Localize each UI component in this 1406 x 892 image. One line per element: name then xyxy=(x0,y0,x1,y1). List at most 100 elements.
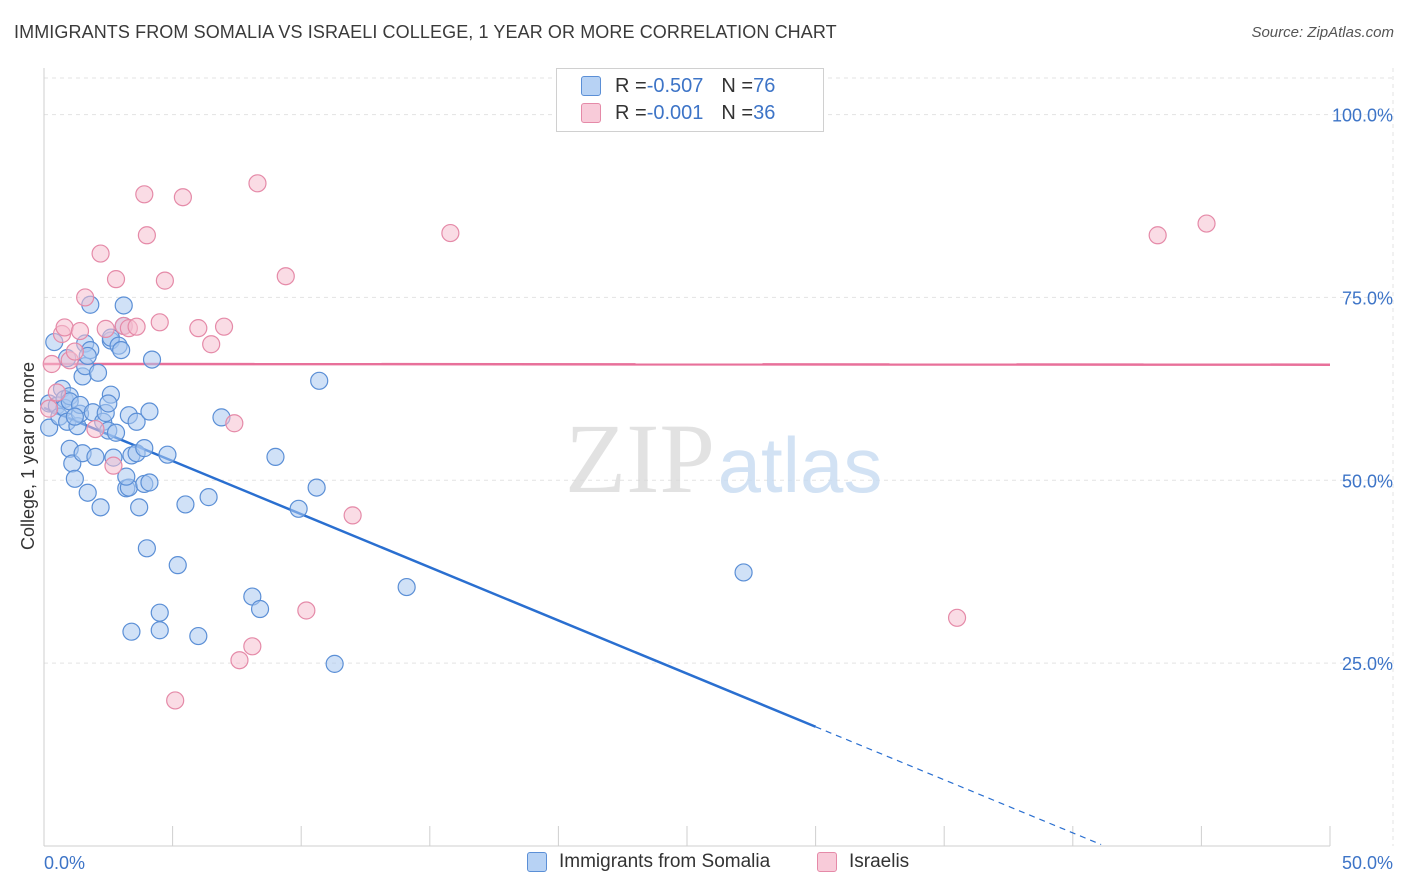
data-points xyxy=(40,174,1216,710)
israelis-point xyxy=(225,414,244,433)
israelis-point xyxy=(297,601,316,620)
israelis-point xyxy=(65,342,84,361)
israelis-point xyxy=(202,335,221,354)
israelis-trend-line xyxy=(43,362,1331,366)
israelis-point xyxy=(40,399,59,418)
israelis-point xyxy=(1148,226,1167,245)
israelis-point xyxy=(166,691,185,710)
somalia-point xyxy=(150,603,169,622)
legend-item-israelis[interactable]: Israelis xyxy=(817,851,909,873)
somalia-point xyxy=(176,495,195,514)
somalia-point xyxy=(114,296,133,315)
israelis-point xyxy=(155,271,174,290)
y-tick-label: 100.0% xyxy=(1332,106,1393,126)
legend-r-label: R = xyxy=(615,74,647,97)
israelis-point xyxy=(214,317,234,336)
somalia-point xyxy=(88,363,108,382)
somalia-swatch xyxy=(581,76,601,96)
israelis-point xyxy=(47,383,66,402)
israelis-point xyxy=(230,651,249,670)
stats-legend: R = -0.507 N = 76 R = -0.001 N = 36 xyxy=(556,68,824,132)
israelis-point xyxy=(441,223,460,243)
israelis-point xyxy=(86,419,105,439)
somalia-point xyxy=(86,447,105,466)
israelis-point xyxy=(189,319,208,338)
legend-r-label: R = xyxy=(615,101,647,124)
chart-title: IMMIGRANTS FROM SOMALIA VS ISRAELI COLLE… xyxy=(14,22,837,42)
somalia-point xyxy=(65,407,84,426)
legend-n-value: 36 xyxy=(753,101,776,124)
somalia-point xyxy=(266,447,285,466)
somalia-point xyxy=(135,439,154,458)
somalia-point xyxy=(142,350,162,369)
somalia-point xyxy=(310,371,329,390)
israelis-point xyxy=(127,317,146,336)
israelis-legend-swatch xyxy=(817,852,837,872)
tick-labels: 25.0% 50.0% 75.0% 100.0% 0.0% 50.0% xyxy=(44,106,1393,873)
somalia-point xyxy=(122,622,141,641)
watermark: ZIP atlas xyxy=(565,403,882,514)
somalia-point xyxy=(397,577,416,597)
y-tick-label: 50.0% xyxy=(1342,471,1393,491)
y-axis-label: College, 1 year or more xyxy=(18,362,38,550)
somalia-point xyxy=(117,467,136,486)
israelis-point xyxy=(173,188,192,207)
legend-n-label: N = xyxy=(721,101,754,124)
israelis-point xyxy=(1197,214,1216,233)
source-credit: Source: ZipAtlas.com xyxy=(1251,24,1394,41)
legend-row-somalia: R = -0.507 N = 76 xyxy=(581,74,775,98)
somalia-point xyxy=(289,499,308,518)
somalia-legend-swatch xyxy=(527,852,547,872)
somalia-point xyxy=(307,478,326,497)
somalia-point xyxy=(127,412,146,431)
somalia-point xyxy=(106,423,126,442)
somalia-point xyxy=(112,340,131,360)
israelis-point xyxy=(42,354,61,374)
somalia-point xyxy=(130,498,149,517)
somalia-point xyxy=(140,402,159,421)
israelis-point xyxy=(947,608,967,627)
legend-label-somalia: Immigrants from Somalia xyxy=(559,851,771,872)
legend-r-value: -0.507 xyxy=(646,74,704,97)
watermark-zip: ZIP xyxy=(565,403,715,514)
somalia-point xyxy=(158,445,177,464)
somalia-point xyxy=(91,498,110,517)
legend-n-value: 76 xyxy=(753,74,776,97)
israelis-point xyxy=(104,456,123,475)
israelis-point xyxy=(55,318,74,337)
axes xyxy=(43,68,1331,847)
somalia-point xyxy=(140,473,159,492)
israelis-swatch xyxy=(581,103,601,123)
x-tick-label: 0.0% xyxy=(44,853,85,873)
somalia-point xyxy=(199,488,218,507)
israelis-point xyxy=(137,226,156,245)
somalia-point xyxy=(99,394,118,413)
somalia-point xyxy=(168,556,187,575)
somalia-point xyxy=(78,483,97,502)
series-legend: Immigrants from Somalia Israelis xyxy=(0,851,1406,877)
somalia-point xyxy=(325,654,344,673)
israelis-point xyxy=(76,288,95,307)
somalia-trend-extension xyxy=(815,726,1102,846)
legend-label-israelis: Israelis xyxy=(849,851,910,872)
legend-r-value: -0.001 xyxy=(646,101,704,124)
israelis-point xyxy=(70,321,90,341)
legend-item-somalia[interactable]: Immigrants from Somalia xyxy=(527,851,770,873)
x-tick-label: 50.0% xyxy=(1342,853,1393,873)
israelis-point xyxy=(343,506,362,525)
y-tick-label: 25.0% xyxy=(1342,654,1393,674)
somalia-point xyxy=(734,563,753,582)
legend-row-israelis: R = -0.001 N = 36 xyxy=(581,101,775,125)
israelis-point xyxy=(150,313,169,332)
israelis-point xyxy=(135,185,154,204)
israelis-point xyxy=(91,244,110,263)
somalia-point xyxy=(65,469,84,488)
israelis-point xyxy=(248,174,267,193)
somalia-point xyxy=(150,621,169,640)
somalia-point xyxy=(137,539,156,558)
somalia-point xyxy=(250,599,270,619)
israelis-point xyxy=(96,319,115,338)
israelis-point xyxy=(276,267,295,286)
watermark-atlas: atlas xyxy=(718,421,883,509)
